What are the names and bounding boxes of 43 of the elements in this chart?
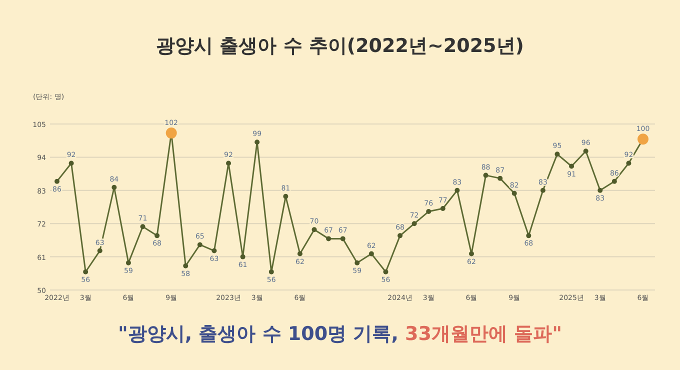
- point: [283, 194, 288, 199]
- point: [268, 269, 274, 274]
- point: [569, 164, 574, 169]
- point: [254, 140, 260, 145]
- point: [483, 172, 488, 178]
- point: [240, 254, 246, 260]
- point: [554, 152, 560, 157]
- text: 33개월만에 돌파": [405, 323, 562, 345]
- point: [226, 160, 232, 166]
- point: [440, 206, 446, 212]
- point: [354, 260, 360, 266]
- point: [54, 178, 60, 184]
- point: [468, 251, 474, 256]
- point: [68, 160, 74, 166]
- point: [83, 269, 88, 274]
- point: [340, 236, 346, 242]
- point: [526, 233, 532, 238]
- point: [583, 148, 588, 154]
- point: [512, 190, 517, 196]
- point: [383, 269, 388, 274]
- point: [212, 248, 217, 254]
- point: [97, 248, 102, 254]
- point: [312, 227, 317, 232]
- text: "광양시, 출생아 수 100명 기록,: [118, 323, 406, 345]
- point: [612, 178, 617, 184]
- point: [154, 233, 160, 238]
- point: [197, 242, 202, 248]
- point: [398, 233, 403, 238]
- chart-title: 광양시 출생아 수 추이(2022년~2025년): [156, 35, 524, 57]
- point: [412, 221, 417, 226]
- point: [498, 176, 503, 181]
- point: [297, 251, 302, 256]
- point: [540, 188, 546, 193]
- point: [598, 188, 603, 193]
- point: [626, 160, 632, 166]
- point: [454, 188, 460, 193]
- point: [112, 184, 117, 190]
- point: [140, 224, 146, 230]
- point: [126, 260, 131, 266]
- point: [368, 251, 374, 256]
- point: [426, 209, 432, 214]
- point: [326, 236, 332, 242]
- point: [183, 263, 188, 268]
